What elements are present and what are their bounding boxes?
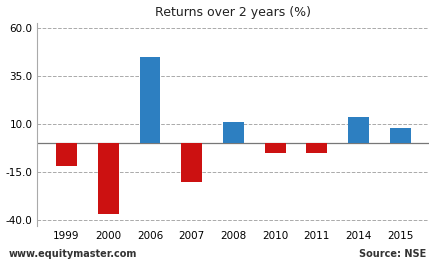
Text: Source: NSE: Source: NSE [358, 249, 425, 259]
Bar [347, 117, 368, 143]
Bar [98, 143, 118, 214]
Bar [181, 143, 202, 182]
Bar [139, 57, 160, 143]
Title: Returns over 2 years (%): Returns over 2 years (%) [155, 6, 311, 19]
Bar [223, 122, 243, 143]
Bar [389, 128, 410, 143]
Text: www.equitymaster.com: www.equitymaster.com [9, 249, 137, 259]
Bar [56, 143, 77, 166]
Bar [264, 143, 285, 153]
Bar [306, 143, 326, 153]
